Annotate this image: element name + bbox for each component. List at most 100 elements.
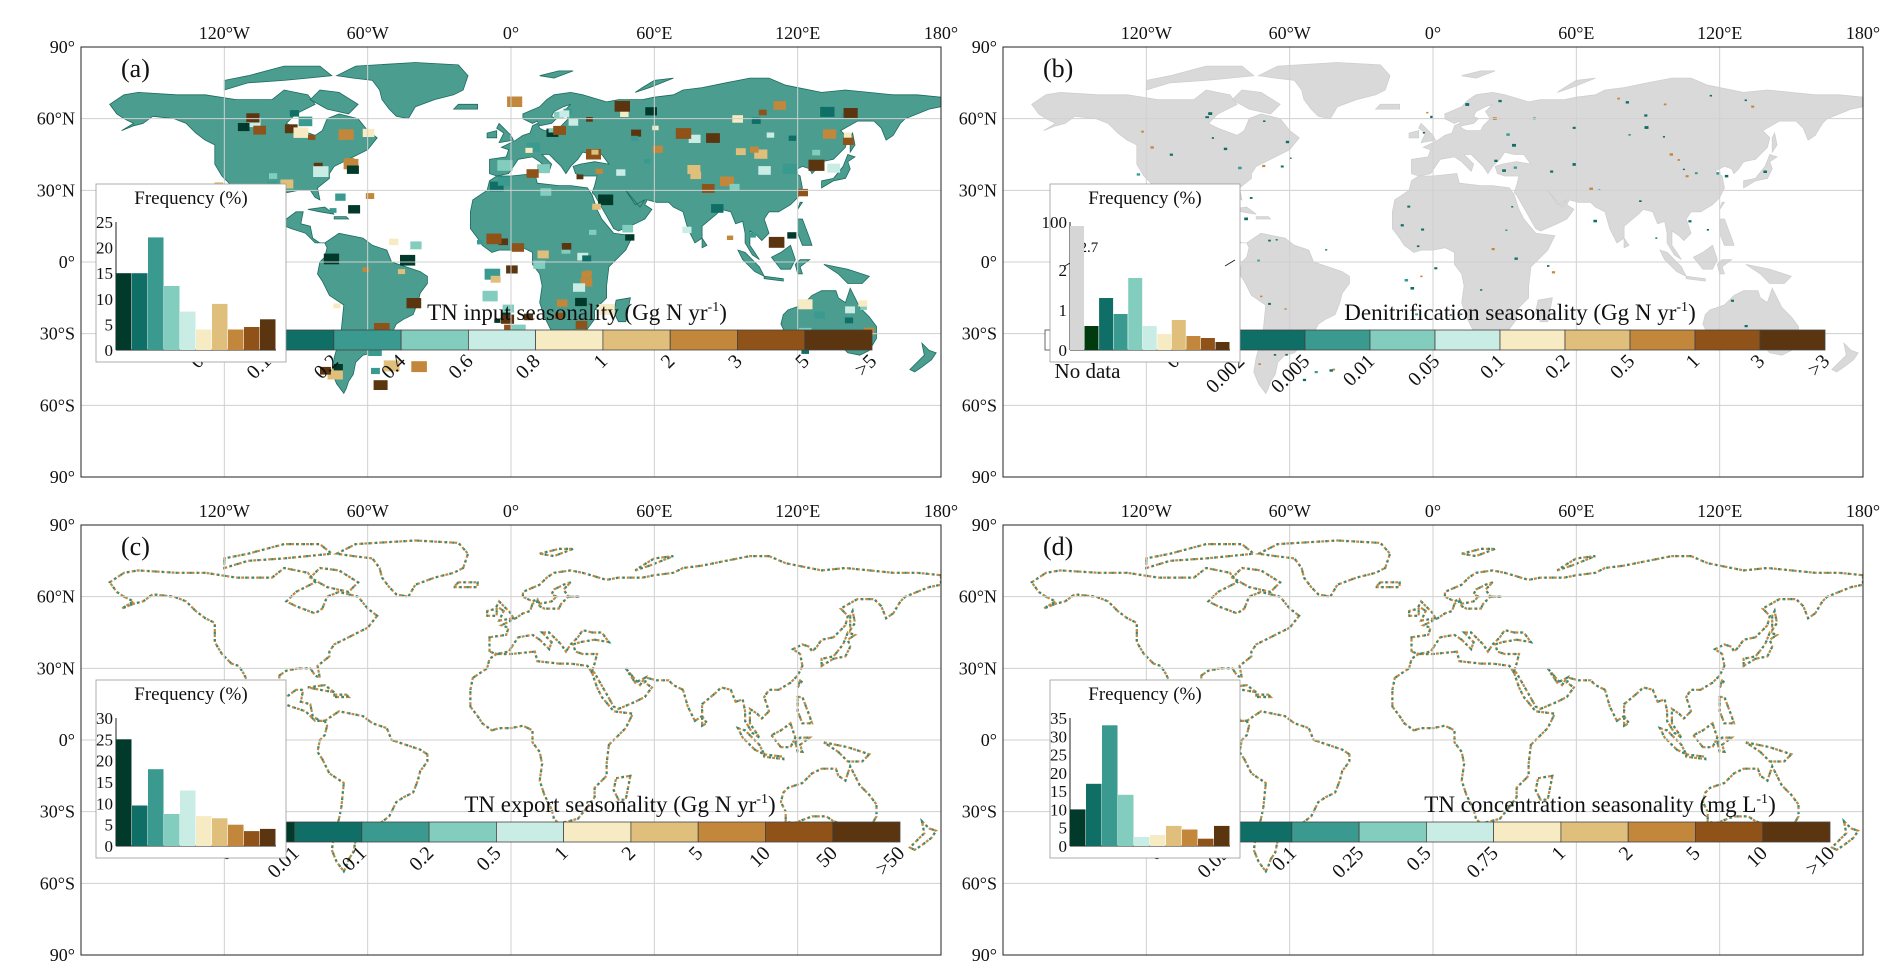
inset-ytick: 20 <box>96 752 113 771</box>
lon-label: 120°E <box>1697 501 1742 521</box>
coastline-canada_islands <box>223 542 335 570</box>
cell <box>1325 249 1328 251</box>
histogram-bar <box>180 311 196 350</box>
cell <box>1420 275 1423 278</box>
cell <box>371 367 380 375</box>
lat-label: 30°N <box>959 658 997 678</box>
cell <box>758 166 771 175</box>
cell <box>751 117 761 124</box>
title-superscript: -1 <box>756 792 768 807</box>
land-madagascar <box>1535 297 1553 323</box>
cell <box>362 128 375 137</box>
land-philippines <box>1719 218 1735 246</box>
cell <box>548 128 555 133</box>
coastline-alt-iceland <box>1373 581 1401 589</box>
coastline-eurasia <box>488 554 941 739</box>
cell <box>1136 173 1141 176</box>
histogram-bar <box>1214 825 1230 846</box>
cell <box>581 271 592 279</box>
coastline-sumatra <box>1657 726 1689 757</box>
colorbar-tick-label: 0.01 <box>1339 350 1379 390</box>
coastline-eurasia <box>1410 554 1863 739</box>
cell <box>1505 229 1508 231</box>
colorbar-tick-label: 1 <box>550 842 573 865</box>
cell <box>374 323 390 334</box>
land-taiwan <box>1719 201 1726 210</box>
cell <box>1572 163 1577 166</box>
inset-ytick: 0 <box>1059 837 1068 856</box>
lat-label: 30°N <box>959 180 997 200</box>
title-end: ) <box>1768 792 1776 817</box>
cell <box>1422 132 1425 134</box>
lat-label: 30°N <box>37 180 75 200</box>
colorbar-swatch <box>1629 329 1696 351</box>
colorbar-swatch <box>1694 329 1761 351</box>
colorbar-tick-label: 0.5 <box>1606 350 1639 383</box>
cell <box>1169 153 1173 156</box>
cell <box>1268 302 1271 305</box>
cell <box>652 125 659 131</box>
histogram-bar <box>132 805 148 846</box>
cell <box>293 127 309 138</box>
cell <box>335 193 346 201</box>
title-text: TN concentration seasonality (mg L <box>1424 792 1756 817</box>
cell <box>484 268 501 280</box>
cell <box>526 142 540 152</box>
coastline-novaya <box>634 555 674 572</box>
lon-label: 120°W <box>199 23 250 43</box>
cell <box>504 324 512 330</box>
cell <box>1513 166 1517 169</box>
cell <box>688 134 701 143</box>
cell <box>1416 245 1420 248</box>
panel-letter: (c) <box>121 532 150 561</box>
lat-label: 60°S <box>962 395 997 415</box>
cell <box>323 253 340 265</box>
colorbar-swatch <box>1695 821 1764 843</box>
histogram-bar <box>132 273 148 350</box>
cell <box>580 278 593 287</box>
land-new_zealand <box>1831 341 1859 373</box>
colorbar-tick-label: 0.5 <box>1402 842 1435 875</box>
cell <box>573 283 586 292</box>
cell <box>1709 94 1712 97</box>
cell <box>506 265 518 274</box>
cell <box>1669 153 1673 156</box>
cell <box>1449 314 1452 316</box>
cell <box>701 184 715 193</box>
colorbar-swatch <box>361 821 430 843</box>
cell <box>823 129 837 139</box>
lat-label: 90° <box>50 945 75 965</box>
land-sakhalin <box>1771 131 1778 154</box>
lat-label: 90° <box>50 37 75 57</box>
cell <box>1426 111 1429 114</box>
histogram-bar <box>1128 278 1143 350</box>
colorbar-swatch <box>602 329 671 351</box>
panel-c: 120°W 60°W 0° 60°E 120°E 180° 90° 60°N 30°N 0° 30°… <box>37 501 958 965</box>
coastline-alt-arabia_gulf <box>624 667 649 687</box>
land-sri_lanka <box>701 236 708 249</box>
map-frame <box>80 46 942 478</box>
cell <box>1512 143 1516 147</box>
cell <box>1150 146 1154 149</box>
histogram-bar <box>1171 320 1186 350</box>
lat-label: 90° <box>972 37 997 57</box>
coastline-alt-madagascar <box>612 774 632 801</box>
coastline-alt-java <box>1685 753 1707 761</box>
colorbar-tick-label: 0.5 <box>472 842 505 875</box>
histogram-bar <box>260 828 276 846</box>
lon-label: 60°E <box>636 501 672 521</box>
cell <box>768 236 785 248</box>
cell <box>1410 287 1415 290</box>
lon-label: 0° <box>503 501 519 521</box>
cell <box>497 176 511 186</box>
lon-label: 120°E <box>775 23 820 43</box>
histogram-bar <box>1142 326 1157 350</box>
land-baffin <box>309 89 359 115</box>
panel-letter: (b) <box>1043 54 1073 83</box>
colorbar-tick-label: 0.4 <box>377 350 410 383</box>
coastline-java <box>763 753 785 761</box>
lat-label: 30°S <box>962 802 997 822</box>
coastline-alt-britain <box>1417 599 1438 623</box>
cell <box>320 366 331 375</box>
land-svalbard <box>1461 70 1496 79</box>
